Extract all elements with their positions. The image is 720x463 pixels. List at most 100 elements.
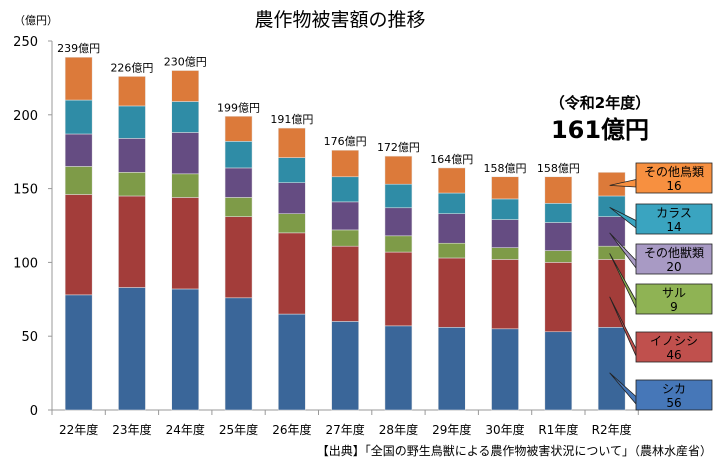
x-tick-label: 27年度 (326, 422, 365, 437)
bar-segment-1 (544, 262, 573, 333)
x-tick-label: 30年度 (485, 422, 524, 437)
bar-segment-4 (278, 157, 306, 183)
legend-box (635, 243, 713, 275)
bar-segment-4 (384, 183, 413, 209)
y-tick-label: 0 (30, 404, 38, 419)
bar-segment-3 (224, 167, 253, 198)
bar-segment-5 (544, 176, 573, 204)
legend-value: 9 (670, 300, 678, 314)
bar-segment-3 (171, 132, 199, 175)
bar-segment-4 (118, 105, 146, 139)
bar-segment-2 (224, 197, 253, 217)
bar-segment-0 (491, 328, 519, 411)
bar-segment-0 (171, 288, 199, 411)
bar-segment-0 (278, 313, 306, 411)
bar-segment-4 (331, 176, 359, 203)
bar-segment-1 (438, 257, 466, 328)
y-tick-label: 250 (13, 35, 38, 50)
bar-segment-1 (224, 216, 253, 299)
bar-segment-2 (171, 173, 199, 198)
bar-segment-5 (118, 76, 146, 107)
total-label: 176億円 (324, 135, 367, 148)
bar-segment-5 (491, 176, 519, 200)
x-tick-label: 29年度 (432, 422, 471, 437)
total-label: 172億円 (377, 141, 420, 154)
bar-segment-2 (491, 247, 519, 260)
legend-value: 14 (666, 220, 681, 234)
legend-box (635, 379, 713, 411)
legend-value: 46 (666, 348, 681, 362)
bar-segment-4 (438, 192, 466, 214)
total-label: 191億円 (270, 113, 313, 126)
legend-value: 56 (666, 396, 681, 410)
legend-label: その他鳥類 (644, 164, 704, 179)
legend-label: シカ (662, 382, 686, 396)
bar-segment-5 (331, 149, 359, 178)
y-tick-label: 200 (13, 109, 38, 124)
legend-box (635, 203, 713, 235)
chart-title: 農作物被害額の推移 (254, 9, 425, 31)
bar-segment-5 (224, 116, 253, 142)
legend-label: サル (662, 286, 686, 300)
legend-box (635, 331, 713, 363)
bar-segment-4 (544, 203, 573, 223)
bar-segment-3 (438, 213, 466, 244)
bar-segment-5 (64, 56, 93, 101)
x-tick-label: 25年度 (219, 422, 258, 437)
bar-segment-3 (118, 138, 146, 173)
bar-segment-0 (224, 297, 253, 411)
bar-segment-5 (278, 127, 306, 158)
bar-segment-0 (331, 321, 359, 411)
total-label: 239億円 (57, 42, 100, 55)
x-tick-label: 26年度 (272, 422, 311, 437)
bar-segment-3 (491, 219, 519, 248)
legend-label: その他獣類 (644, 246, 704, 260)
bar-segment-3 (331, 201, 359, 231)
bar-segment-0 (64, 294, 93, 411)
x-tick-label: 22年度 (59, 422, 98, 437)
bar-segment-0 (544, 331, 573, 411)
bar-segment-2 (278, 213, 306, 234)
bar-segment-1 (278, 232, 306, 315)
y-tick-label: 50 (21, 330, 38, 345)
bar-segment-1 (384, 251, 413, 327)
total-label: 158億円 (537, 162, 580, 175)
x-tick-label: 24年度 (166, 422, 205, 437)
bar-segment-5 (384, 155, 413, 185)
y-tick-label: 150 (13, 183, 38, 198)
bar-segment-2 (438, 242, 466, 259)
bar-segment-2 (331, 229, 359, 247)
y-tick-label: 100 (13, 256, 38, 271)
total-label: 230億円 (164, 56, 207, 69)
bar-segment-1 (64, 194, 93, 296)
bar-segment-1 (491, 259, 519, 330)
bar-segment-1 (331, 245, 359, 322)
legend-box (635, 162, 713, 194)
bar-segment-0 (384, 325, 413, 411)
total-label: 199億円 (217, 101, 260, 114)
bar-segment-2 (544, 250, 573, 263)
bar-segment-1 (171, 197, 199, 290)
bar-segment-2 (384, 235, 413, 253)
highlight-period: （令和2年度） (550, 94, 650, 112)
bar-segment-2 (64, 166, 93, 195)
bar-segment-0 (118, 287, 146, 411)
highlight-total: 161億円 (551, 116, 649, 144)
bar-segment-0 (438, 327, 466, 411)
x-tick-label: R2年度 (592, 422, 632, 437)
source-note: 【出典】「全国の野生鳥獣による農作物被害状況について」（農林水産省） (317, 443, 712, 458)
bar-segment-3 (64, 133, 93, 167)
total-label: 226億円 (110, 61, 153, 74)
bar-segment-4 (64, 99, 93, 135)
legend-label: イノシシ (650, 334, 698, 348)
bar-segment-3 (544, 222, 573, 251)
bar-segment-5 (171, 70, 199, 102)
bar-segment-3 (384, 207, 413, 237)
bar-segment-0 (597, 327, 626, 411)
legend-box (635, 283, 713, 315)
bar-segment-1 (597, 259, 626, 328)
legend-value: 20 (666, 260, 681, 274)
bar-segment-1 (118, 195, 146, 288)
legend-label: カラス (656, 206, 692, 220)
